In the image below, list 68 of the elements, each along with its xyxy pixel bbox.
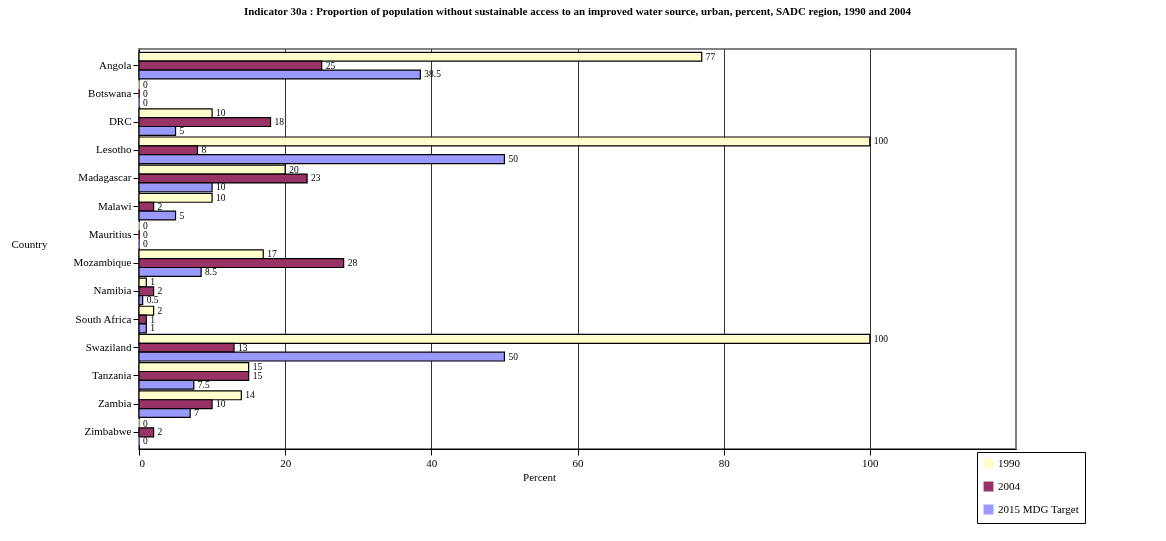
bar [138,427,155,438]
y-tick-label: Zimbabwe [84,425,132,438]
data-label: 77 [705,51,716,62]
y-tick-label: Namibia [93,284,132,297]
data-label: 25 [325,60,336,71]
data-label: 50 [508,154,519,165]
data-label: 2 [157,286,163,297]
data-label: 7 [194,407,200,418]
y-axis-title: Country [11,237,49,250]
data-label: 1 [150,314,156,325]
data-label: 7.5 [197,379,210,390]
y-tick-label: DRC [108,115,132,128]
data-label: 0 [143,436,148,447]
data-label: 0 [143,88,148,99]
y-tick-label: Mozambique [73,256,132,269]
data-label: 0 [143,221,148,232]
data-label: 13 [238,342,248,353]
y-tick-label: Zambia [97,397,132,410]
data-label: 2 [157,427,163,438]
data-label: 50 [508,351,519,362]
x-tick-label: 20 [280,456,292,469]
data-label: 8 [201,145,207,156]
data-label: 2 [157,305,163,316]
data-label: 100 [873,333,889,344]
data-label: 0 [143,418,148,429]
data-label: 23 [311,173,321,184]
data-label: 18 [274,117,285,128]
x-tick-label: 80 [718,456,731,469]
data-label: 2 [157,201,163,212]
y-tick-label: Botswana [88,86,132,99]
data-label: 1 [150,277,156,288]
data-label: 10 [216,399,226,410]
data-label: 0 [143,238,148,249]
data-label: 8.5 [205,266,218,277]
data-label: 1 [150,323,156,334]
x-tick-label: 40 [426,456,438,469]
y-tick-label: Malawi [97,199,132,212]
data-label: 0 [143,229,148,240]
y-tick-label: Mauritius [88,227,132,240]
data-label: 15 [252,370,263,381]
data-label: 10 [216,192,226,203]
data-label: 0.5 [146,295,159,306]
data-label: 100 [873,136,889,147]
y-tick-label: Swaziland [85,340,132,353]
x-tick-label: 60 [572,456,584,469]
legend-label: 2015 MDG Target [998,502,1079,515]
y-tick-label: Angola [99,58,132,71]
data-label: 20 [289,164,299,175]
data-label: 10 [216,108,226,119]
data-label: 14 [245,390,256,401]
y-tick-label: South Africa [75,312,132,325]
data-label: 15 [252,362,263,373]
data-label: 5 [179,210,185,221]
data-label: 10 [216,182,226,193]
data-label: 0 [143,97,148,108]
y-tick-label: Lesotho [96,143,132,156]
y-tick-label: Madagascar [78,171,132,184]
x-tick-label: 0 [139,456,146,469]
data-label: 0 [143,80,148,91]
data-label: 28 [347,258,358,269]
x-axis-title: Percent [523,470,556,483]
chart-title: Indicator 30a : Proportion of population without sustainable access to an improved water source, urban, percent, SADC region, 1990 and 2004 [243,5,912,17]
data-label: 5 [179,125,185,136]
legend-label: 2004 [998,479,1021,492]
data-label: 17 [267,249,277,260]
legend-label: 1990 [998,456,1021,469]
x-tick-label: 100 [862,456,880,469]
y-tick-label: Tanzania [91,368,132,381]
